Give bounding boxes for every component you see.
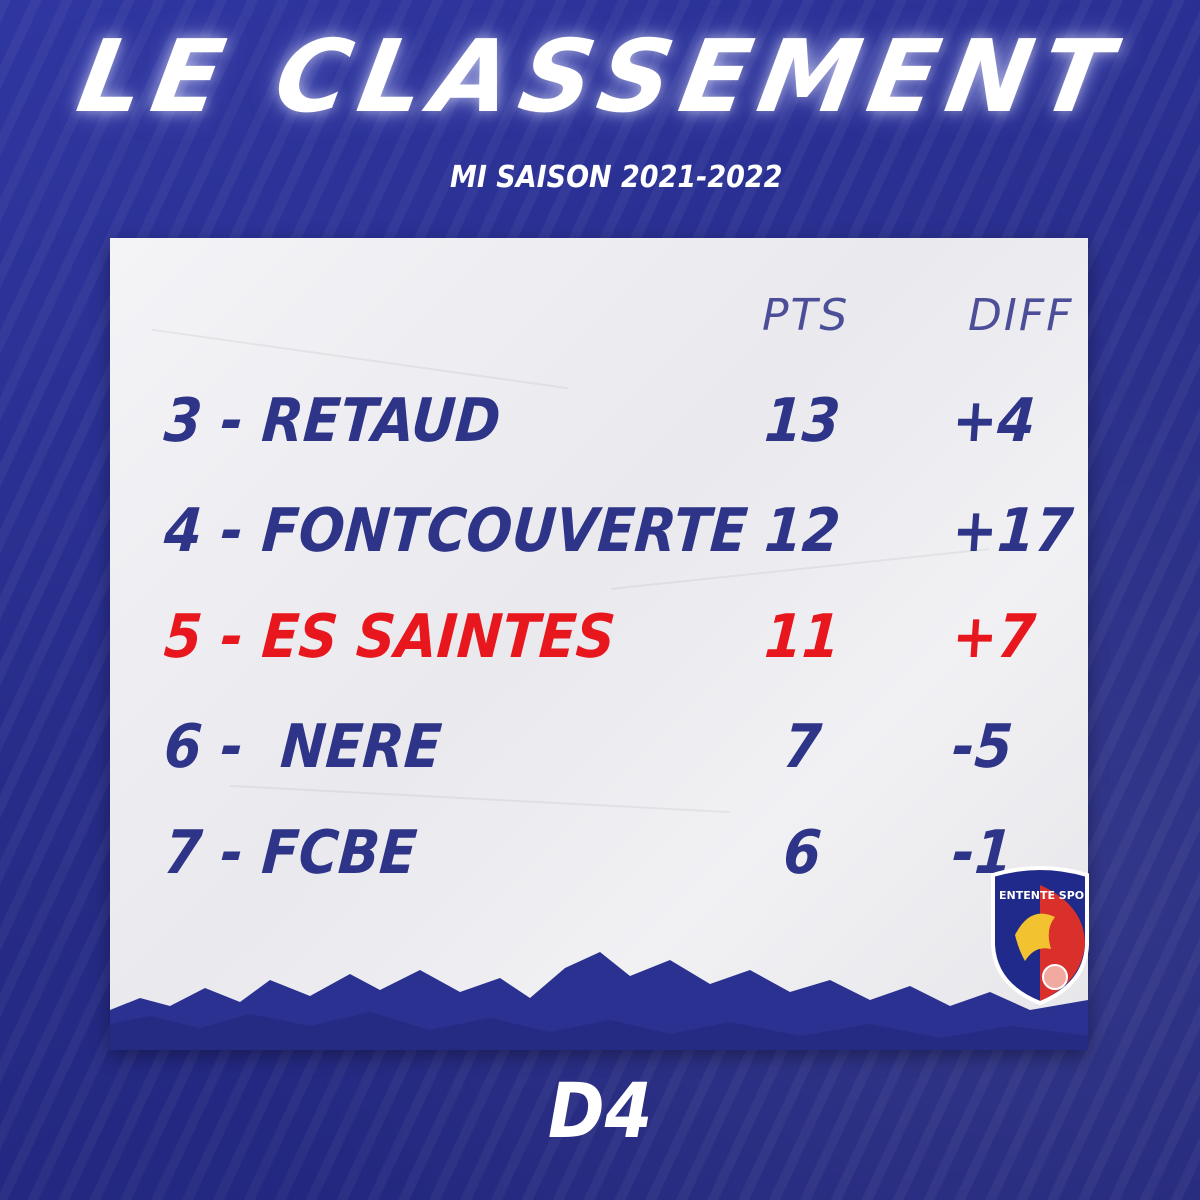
row-points: 7 — [781, 712, 824, 782]
row-team-name: 6 - NERE — [162, 712, 444, 782]
paper-crease — [230, 784, 730, 814]
row-team-name: 7 - FCBE — [162, 818, 419, 888]
row-team-name: 3 - RETAUD — [162, 386, 503, 456]
page-subtitle: MI SAISON 2021-2022 — [450, 160, 783, 195]
column-header-pts: PTS — [762, 290, 850, 341]
paper-crease — [151, 328, 569, 390]
row-goal-difference: +4 — [950, 386, 1038, 456]
page-title: LE CLASSEMENT — [69, 18, 1131, 135]
row-points: 11 — [762, 602, 843, 672]
svg-text:ENTENTE SPO: ENTENTE SPO — [999, 889, 1084, 902]
row-points: 6 — [781, 818, 824, 888]
column-header-diff: DIFF — [968, 290, 1074, 341]
torn-edge — [110, 952, 1088, 1050]
row-goal-difference: -5 — [950, 712, 1015, 782]
row-goal-difference: +7 — [950, 602, 1038, 672]
row-points: 13 — [762, 386, 843, 456]
row-team-name: 5 - ES SAINTES — [162, 602, 618, 672]
row-goal-difference: +17 — [950, 496, 1076, 566]
row-points: 12 — [762, 496, 843, 566]
row-team-name: 4 - FONTCOUVERTE — [162, 496, 750, 566]
club-crest-icon: ENTENTE SPO — [991, 866, 1089, 1005]
division-label: D4 — [547, 1066, 653, 1155]
standings-paper — [110, 238, 1088, 1050]
